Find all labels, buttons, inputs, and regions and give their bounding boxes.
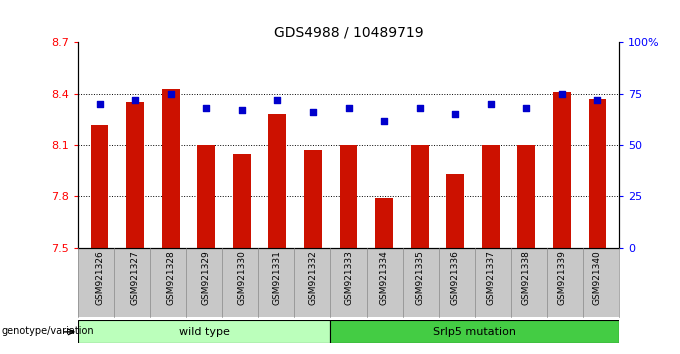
Point (94, 101, 105, 107)
Point (237, 107, 248, 113)
Point (343, 105, 354, 111)
Bar (375, 198, 393, 248)
Point (521, 105, 532, 111)
Bar (589, 99, 607, 248)
Point (130, 97, 141, 103)
Bar (446, 174, 464, 248)
Bar (162, 88, 180, 248)
Text: Srlp5 mutation: Srlp5 mutation (433, 327, 516, 337)
Bar (330, 320, 619, 343)
Point (486, 101, 496, 107)
Text: wild type: wild type (179, 327, 230, 337)
Bar (78, 320, 330, 343)
Point (307, 109, 318, 115)
Point (449, 112, 460, 117)
Point (201, 105, 211, 111)
Point (379, 118, 390, 123)
Bar (269, 114, 286, 248)
Text: genotype/variation: genotype/variation (1, 326, 95, 336)
Bar (339, 145, 358, 248)
Bar (482, 145, 500, 248)
Point (592, 97, 603, 103)
Bar (197, 145, 215, 248)
Bar (233, 154, 251, 248)
Bar (90, 125, 108, 248)
Bar (411, 145, 428, 248)
Bar (517, 145, 535, 248)
Point (272, 97, 283, 103)
Point (414, 105, 425, 111)
Title: GDS4988 / 10489719: GDS4988 / 10489719 (273, 26, 424, 40)
Point (165, 91, 176, 97)
Bar (553, 92, 571, 248)
Bar (304, 150, 322, 248)
Bar (126, 102, 144, 248)
Point (556, 91, 567, 97)
